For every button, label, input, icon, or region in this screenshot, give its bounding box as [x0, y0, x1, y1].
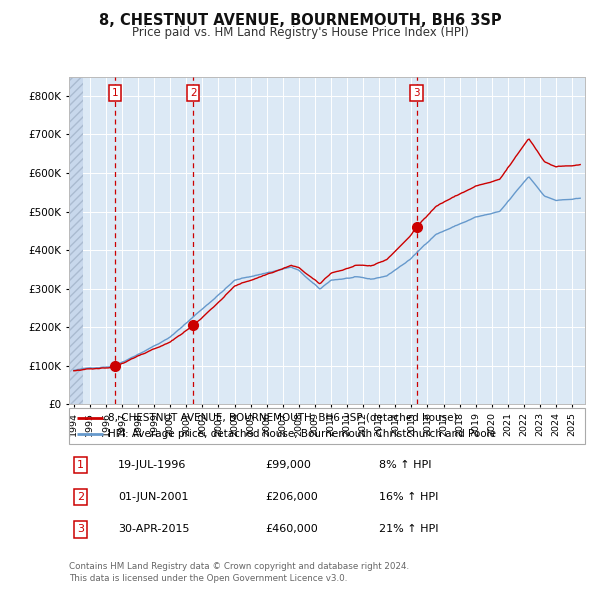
Text: Contains HM Land Registry data © Crown copyright and database right 2024.: Contains HM Land Registry data © Crown c… — [69, 562, 409, 571]
Text: £99,000: £99,000 — [265, 460, 311, 470]
Text: 2: 2 — [190, 88, 196, 98]
Text: 3: 3 — [77, 525, 84, 535]
Text: This data is licensed under the Open Government Licence v3.0.: This data is licensed under the Open Gov… — [69, 574, 347, 583]
Text: 8% ↑ HPI: 8% ↑ HPI — [379, 460, 431, 470]
Text: 8, CHESTNUT AVENUE, BOURNEMOUTH, BH6 3SP (detached house): 8, CHESTNUT AVENUE, BOURNEMOUTH, BH6 3SP… — [108, 412, 457, 422]
Text: 16% ↑ HPI: 16% ↑ HPI — [379, 493, 438, 502]
Text: 21% ↑ HPI: 21% ↑ HPI — [379, 525, 438, 535]
Bar — [69, 77, 83, 404]
Text: 3: 3 — [413, 88, 420, 98]
Text: £206,000: £206,000 — [265, 493, 318, 502]
Text: 1: 1 — [77, 460, 84, 470]
Text: Price paid vs. HM Land Registry's House Price Index (HPI): Price paid vs. HM Land Registry's House … — [131, 26, 469, 39]
Text: HPI: Average price, detached house, Bournemouth Christchurch and Poole: HPI: Average price, detached house, Bour… — [108, 430, 496, 440]
Text: 19-JUL-1996: 19-JUL-1996 — [118, 460, 187, 470]
Text: 1: 1 — [112, 88, 118, 98]
Text: 2: 2 — [77, 493, 84, 502]
Text: 8, CHESTNUT AVENUE, BOURNEMOUTH, BH6 3SP: 8, CHESTNUT AVENUE, BOURNEMOUTH, BH6 3SP — [98, 13, 502, 28]
Text: 30-APR-2015: 30-APR-2015 — [118, 525, 190, 535]
Text: £460,000: £460,000 — [265, 525, 318, 535]
Text: 01-JUN-2001: 01-JUN-2001 — [118, 493, 188, 502]
